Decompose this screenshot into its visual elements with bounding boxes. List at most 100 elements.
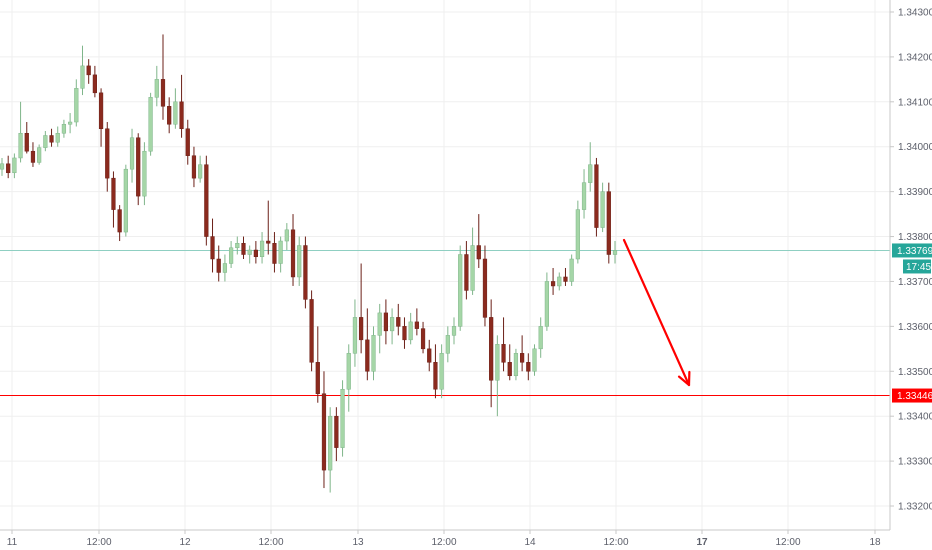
candles — [0, 34, 618, 493]
candle — [513, 348, 519, 381]
candle — [61, 119, 67, 138]
candle — [439, 344, 444, 399]
candle-body — [247, 249, 252, 255]
candle — [191, 146, 197, 188]
candle — [588, 142, 593, 192]
candle-body — [222, 263, 228, 273]
candle — [259, 232, 265, 264]
candle — [49, 128, 54, 147]
x-tick-label: 12 — [179, 537, 191, 548]
candle — [544, 272, 549, 331]
candle-body — [123, 168, 128, 233]
candle-body — [259, 240, 265, 258]
candle-body — [86, 65, 91, 76]
candle-body — [198, 164, 203, 179]
candle-body — [179, 101, 184, 130]
candle — [495, 335, 500, 417]
candle — [6, 155, 11, 179]
countdown-badge — [903, 259, 931, 274]
candle-body — [61, 124, 67, 134]
candle — [154, 65, 159, 107]
candle — [606, 182, 611, 264]
candle — [235, 236, 240, 255]
y-tick-label: 1.33300 — [898, 457, 932, 468]
candle — [594, 157, 599, 237]
candle — [445, 326, 450, 363]
candle — [18, 101, 23, 163]
candle — [371, 326, 376, 381]
y-tick-label: 1.34200 — [898, 52, 932, 63]
candle-body — [111, 177, 116, 210]
candle-body — [12, 157, 17, 174]
candle — [129, 128, 135, 183]
candle-body — [37, 147, 42, 163]
candle-body — [129, 137, 135, 170]
candle — [204, 155, 209, 246]
x-tick-label: 11 — [7, 537, 18, 548]
candle-body — [414, 321, 419, 329]
candle-body — [204, 164, 209, 237]
candle-body — [612, 250, 618, 255]
candle-body — [49, 135, 54, 143]
candle — [433, 344, 438, 399]
time-axis-background — [0, 530, 890, 550]
candle-body — [470, 245, 475, 291]
y-tick-label: 1.33500 — [898, 367, 932, 378]
candle — [464, 241, 469, 300]
candle-body — [216, 258, 221, 273]
countdown-label: 17:45 — [906, 262, 931, 273]
candle-body — [24, 132, 29, 152]
candle — [458, 245, 463, 331]
candle-body — [352, 317, 358, 354]
candle-body — [482, 258, 488, 318]
candle-body — [185, 128, 190, 156]
forecast-arrow — [622, 238, 691, 387]
candle — [136, 133, 141, 206]
candle-body — [433, 362, 438, 390]
price-axis: 1.34300 1.34200 1.34100 1.34000 1.33900 1.338… — [889, 0, 932, 550]
candle-body — [569, 258, 574, 282]
candle-body — [334, 415, 339, 448]
candle — [111, 171, 116, 228]
candle-body — [228, 247, 234, 264]
candle — [198, 155, 203, 183]
candle-body — [154, 79, 159, 98]
candle-body — [563, 276, 568, 282]
candle-body — [253, 249, 258, 258]
candle-body — [173, 101, 178, 125]
candle-body — [117, 209, 122, 233]
candle-body — [160, 79, 166, 107]
candle-body — [340, 388, 345, 448]
candle-body — [544, 281, 549, 327]
candle-body — [309, 299, 314, 363]
candle-body — [458, 254, 463, 327]
candle — [55, 126, 60, 147]
candle — [377, 303, 382, 354]
candle — [389, 308, 395, 345]
candle-body — [43, 135, 48, 148]
x-tick-label: 18 — [869, 537, 881, 548]
candle-body — [581, 182, 587, 210]
candle-body — [427, 348, 432, 363]
candle — [532, 344, 537, 376]
candle-body — [0, 163, 5, 170]
candle — [334, 407, 339, 462]
candle-body — [74, 88, 79, 123]
candle-body — [235, 243, 240, 249]
x-tick-label: 14 — [524, 537, 536, 548]
x-tick-label: 17 — [696, 537, 708, 548]
candle-body — [365, 339, 370, 372]
candle — [68, 113, 73, 134]
x-tick-label: 12:00 — [603, 537, 628, 548]
candle-body — [346, 353, 351, 390]
candle-body — [371, 335, 376, 372]
candle — [501, 317, 506, 372]
candle-body — [402, 326, 407, 341]
candle — [402, 317, 407, 349]
candle — [520, 335, 525, 372]
y-tick-label: 1.33800 — [898, 232, 932, 243]
candle — [414, 308, 419, 336]
candle — [210, 218, 215, 273]
candle-body — [272, 243, 277, 264]
